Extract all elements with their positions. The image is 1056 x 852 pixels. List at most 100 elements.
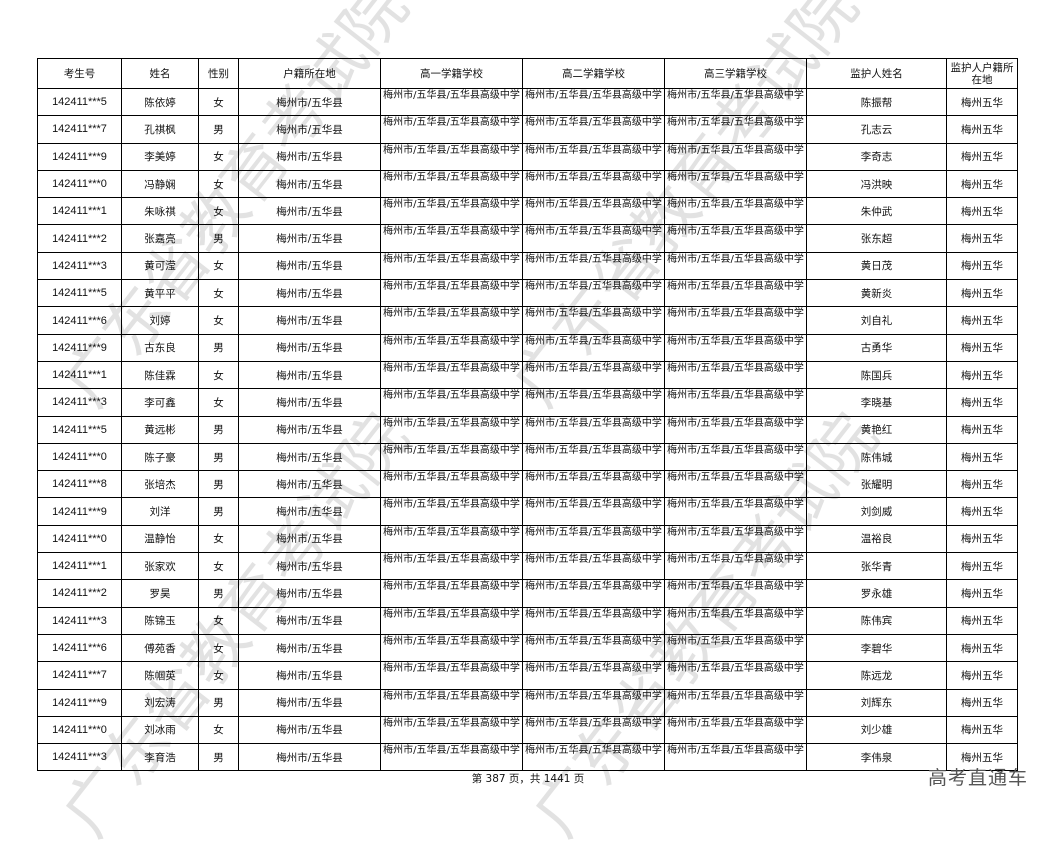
cell-school-g2: 梅州市/五华县/五华县高级中学 <box>522 169 665 199</box>
cell-gender: 女 <box>198 279 239 308</box>
cell-school-g1: 梅州市/五华县/五华县高级中学 <box>380 688 523 717</box>
header-col-gender: 性别 <box>198 58 239 89</box>
cell-name: 冯静娴 <box>121 169 199 199</box>
cell-name: 陈帼英 <box>121 661 199 690</box>
cell-hukou: 梅州市/五华县 <box>238 115 381 144</box>
cell-exam-id: 142411***1 <box>37 197 122 226</box>
cell-guardian-hukou: 梅州五华 <box>946 197 1018 226</box>
cell-hukou: 梅州市/五华县 <box>238 224 381 253</box>
cell-guardian-hukou: 梅州五华 <box>946 360 1018 390</box>
cell-school-g1: 梅州市/五华县/五华县高级中学 <box>380 360 523 390</box>
cell-school-g3: 梅州市/五华县/五华县高级中学 <box>664 360 807 390</box>
cell-school-g1: 梅州市/五华县/五华县高级中学 <box>380 224 523 253</box>
cell-exam-id: 142411***9 <box>37 333 122 362</box>
cell-school-g2: 梅州市/五华县/五华县高级中学 <box>522 142 665 171</box>
cell-gender: 女 <box>198 197 239 226</box>
cell-gender: 女 <box>198 661 239 690</box>
cell-hukou: 梅州市/五华县 <box>238 497 381 526</box>
cell-exam-id: 142411***6 <box>37 633 122 663</box>
table-row: 142411***5 黄平平女梅州市/五华县 梅州市/五华县/五华县高级中学 梅州市/… <box>37 279 1018 308</box>
cell-guardian-hukou: 梅州五华 <box>946 661 1018 690</box>
cell-gender: 女 <box>198 633 239 663</box>
cell-school-g3: 梅州市/五华县/五华县高级中学 <box>664 142 807 171</box>
cell-name: 刘洋 <box>121 497 199 526</box>
cell-school-g2: 梅州市/五华县/五华县高级中学 <box>522 470 665 499</box>
cell-gender: 男 <box>198 743 239 772</box>
cell-hukou: 梅州市/五华县 <box>238 470 381 499</box>
cell-guardian-hukou: 梅州五华 <box>946 279 1018 308</box>
cell-school-g1: 梅州市/五华县/五华县高级中学 <box>380 715 523 745</box>
cell-exam-id: 142411***3 <box>37 743 122 772</box>
cell-exam-id: 142411***5 <box>37 415 122 444</box>
cell-gender: 女 <box>198 87 239 117</box>
cell-guardian-hukou: 梅州五华 <box>946 633 1018 663</box>
cell-name: 刘冰雨 <box>121 715 199 745</box>
cell-name: 刘宏涛 <box>121 688 199 717</box>
cell-guardian-hukou: 梅州五华 <box>946 115 1018 144</box>
cell-school-g1: 梅州市/五华县/五华县高级中学 <box>380 661 523 690</box>
brand-logo-text: 高考直通车 <box>927 767 1028 789</box>
cell-guardian-hukou: 梅州五华 <box>946 470 1018 499</box>
cell-hukou: 梅州市/五华县 <box>238 360 381 390</box>
cell-school-g1: 梅州市/五华县/五华县高级中学 <box>380 633 523 663</box>
cell-school-g3: 梅州市/五华县/五华县高级中学 <box>664 743 807 772</box>
header-col-school-g2: 高二学籍学校 <box>522 58 665 89</box>
cell-school-g2: 梅州市/五华县/五华县高级中学 <box>522 87 665 117</box>
table-row: 142411***3 黄可滢女梅州市/五华县 梅州市/五华县/五华县高级中学 梅州市/… <box>37 251 1018 281</box>
cell-guardian-name: 冯洪映 <box>806 169 947 199</box>
cell-exam-id: 142411***2 <box>37 224 122 253</box>
table-row: 142411***6 傅苑香女梅州市/五华县 梅州市/五华县/五华县高级中学 梅州市/… <box>37 633 1018 663</box>
cell-gender: 男 <box>198 579 239 608</box>
cell-name: 李可鑫 <box>121 388 199 417</box>
cell-name: 陈子豪 <box>121 442 199 472</box>
cell-exam-id: 142411***9 <box>37 688 122 717</box>
cell-school-g3: 梅州市/五华县/五华县高级中学 <box>664 306 807 335</box>
cell-guardian-name: 黄日茂 <box>806 251 947 281</box>
cell-school-g3: 梅州市/五华县/五华县高级中学 <box>664 470 807 499</box>
cell-guardian-name: 罗永雄 <box>806 579 947 608</box>
cell-school-g3: 梅州市/五华县/五华县高级中学 <box>664 524 807 554</box>
cell-guardian-name: 刘少雄 <box>806 715 947 745</box>
table-row: 142411***9 李美婷女梅州市/五华县 梅州市/五华县/五华县高级中学 梅州市/… <box>37 142 1018 171</box>
cell-exam-id: 142411***3 <box>37 606 122 635</box>
cell-exam-id: 142411***0 <box>37 442 122 472</box>
cell-guardian-name: 李奇志 <box>806 142 947 171</box>
table-row: 142411***2 张嘉亮男梅州市/五华县 梅州市/五华县/五华县高级中学 梅州市/… <box>37 224 1018 253</box>
cell-gender: 男 <box>198 415 239 444</box>
table-row: 142411***1 朱咏祺女梅州市/五华县 梅州市/五华县/五华县高级中学 梅州市/… <box>37 197 1018 226</box>
cell-gender: 女 <box>198 388 239 417</box>
cell-school-g1: 梅州市/五华县/五华县高级中学 <box>380 552 523 581</box>
table-row: 142411***0 陈子豪男梅州市/五华县 梅州市/五华县/五华县高级中学 梅州市/… <box>37 442 1018 472</box>
cell-exam-id: 142411***3 <box>37 388 122 417</box>
cell-hukou: 梅州市/五华县 <box>238 579 381 608</box>
table-row: 142411***9 刘宏涛男梅州市/五华县 梅州市/五华县/五华县高级中学 梅州市/… <box>37 688 1018 717</box>
cell-hukou: 梅州市/五华县 <box>238 743 381 772</box>
cell-school-g3: 梅州市/五华县/五华县高级中学 <box>664 224 807 253</box>
cell-name: 孔祺枫 <box>121 115 199 144</box>
cell-school-g1: 梅州市/五华县/五华县高级中学 <box>380 306 523 335</box>
cell-name: 张培杰 <box>121 470 199 499</box>
cell-school-g2: 梅州市/五华县/五华县高级中学 <box>522 333 665 362</box>
cell-school-g2: 梅州市/五华县/五华县高级中学 <box>522 661 665 690</box>
table-row: 142411***0 冯静娴女梅州市/五华县 梅州市/五华县/五华县高级中学 梅州市/… <box>37 169 1018 199</box>
table-row: 142411***1 陈佳霖女梅州市/五华县 梅州市/五华县/五华县高级中学 梅州市/… <box>37 360 1018 390</box>
cell-hukou: 梅州市/五华县 <box>238 279 381 308</box>
table-row: 142411***8 张培杰男梅州市/五华县 梅州市/五华县/五华县高级中学 梅州市/… <box>37 470 1018 499</box>
cell-guardian-hukou: 梅州五华 <box>946 442 1018 472</box>
cell-school-g1: 梅州市/五华县/五华县高级中学 <box>380 524 523 554</box>
table-row: 142411***7 孔祺枫男梅州市/五华县 梅州市/五华县/五华县高级中学 梅州市/… <box>37 115 1018 144</box>
cell-guardian-hukou: 梅州五华 <box>946 224 1018 253</box>
cell-name: 张家欢 <box>121 552 199 581</box>
cell-hukou: 梅州市/五华县 <box>238 388 381 417</box>
cell-gender: 男 <box>198 224 239 253</box>
cell-gender: 男 <box>198 470 239 499</box>
table-row: 142411***6 刘婷女梅州市/五华县 梅州市/五华县/五华县高级中学 梅州市/五… <box>37 306 1018 335</box>
cell-school-g1: 梅州市/五华县/五华县高级中学 <box>380 743 523 772</box>
cell-guardian-name: 刘自礼 <box>806 306 947 335</box>
cell-school-g3: 梅州市/五华县/五华县高级中学 <box>664 333 807 362</box>
cell-exam-id: 142411***0 <box>37 715 122 745</box>
cell-school-g3: 梅州市/五华县/五华县高级中学 <box>664 715 807 745</box>
cell-exam-id: 142411***5 <box>37 87 122 117</box>
cell-guardian-name: 张华青 <box>806 552 947 581</box>
cell-school-g1: 梅州市/五华县/五华县高级中学 <box>380 442 523 472</box>
